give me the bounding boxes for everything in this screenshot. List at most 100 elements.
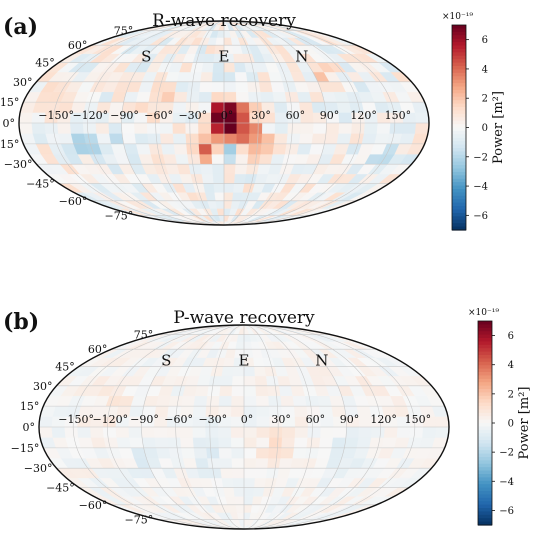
- colorbar-tick-label: 0: [508, 419, 514, 430]
- lon-tick-label: −150°: [58, 413, 94, 426]
- heatmap-cell: [245, 71, 260, 82]
- heatmap-cell: [134, 133, 149, 145]
- heatmap-cell: [207, 457, 221, 469]
- lon-tick-label: 150°: [385, 109, 412, 122]
- colorbar-tick-label: 6: [482, 35, 488, 46]
- panel-label: (b): [3, 309, 39, 335]
- heatmap-cell: [188, 164, 203, 175]
- heatmap-cell: [234, 496, 245, 505]
- colorbar-segment: [478, 463, 492, 468]
- heatmap-cell: [243, 468, 256, 479]
- colorbar-segment: [478, 460, 492, 465]
- heatmap-cell: [249, 122, 263, 134]
- lon-tick-label: −120°: [72, 109, 108, 122]
- colorbar-tick-label: 4: [482, 64, 488, 75]
- heatmap-cell: [243, 375, 256, 386]
- colorbar-segment: [452, 151, 466, 156]
- heatmap-cell: [287, 122, 302, 134]
- heatmap-cell: [260, 91, 275, 103]
- heatmap-cell: [205, 437, 220, 449]
- colorbar-segment: [478, 508, 492, 512]
- heatmap-cell: [232, 375, 245, 386]
- colorbar-segment: [478, 341, 492, 346]
- heatmap-cell: [231, 457, 245, 469]
- heatmap-cell: [232, 468, 245, 479]
- heatmap-cell: [256, 426, 270, 438]
- lon-tick-label: 120°: [370, 413, 397, 426]
- lon-tick-label: 90°: [340, 413, 360, 426]
- heatmap-cell: [193, 447, 208, 459]
- lat-tick-label: −75°: [105, 209, 134, 222]
- heatmap-cell: [434, 416, 449, 428]
- heatmap-cell: [235, 341, 245, 350]
- heatmap-cell: [200, 164, 214, 175]
- heatmap-cell: [211, 91, 225, 103]
- heatmap-cell: [212, 164, 225, 175]
- colorbar-segment: [478, 358, 492, 363]
- lat-tick-label: −15°: [0, 138, 19, 151]
- heatmap-cell: [414, 122, 429, 134]
- heatmap-cell: [174, 81, 190, 93]
- colorbar-segment: [478, 402, 492, 407]
- heatmap-cell: [109, 133, 124, 145]
- colorbar-segment: [452, 113, 466, 118]
- heatmap-cell: [135, 91, 152, 103]
- colorbar-segment: [452, 117, 466, 122]
- heatmap-cell: [198, 122, 212, 134]
- colorbar-segment: [452, 48, 466, 53]
- heatmap-cell: [121, 133, 137, 145]
- heatmap-cell: [358, 426, 373, 438]
- heatmap-cell: [39, 416, 54, 428]
- colorbar-segment: [452, 100, 466, 105]
- colorbar-segment: [452, 171, 466, 176]
- lat-tick-label: −75°: [125, 513, 154, 526]
- colorbar-tick-label: 2: [482, 94, 488, 105]
- colorbar-segment: [452, 148, 466, 153]
- heatmap-cell: [256, 416, 270, 428]
- heatmap-cell: [325, 122, 340, 134]
- heatmap-cell: [409, 426, 424, 438]
- heatmap-cell: [255, 447, 270, 459]
- colorbar-segment: [478, 518, 492, 523]
- colorbar-segment: [478, 436, 492, 441]
- heatmap-cell: [90, 426, 105, 438]
- heatmap-cell: [214, 192, 225, 201]
- colorbar-segment: [478, 514, 492, 519]
- heatmap-cell: [198, 143, 213, 155]
- colorbar-tick-label: −2: [473, 152, 488, 163]
- panel-label: (a): [3, 14, 38, 40]
- lon-tick-label: −60°: [164, 413, 193, 426]
- heatmap-cell: [223, 183, 235, 193]
- colorbar-segment: [478, 334, 492, 339]
- heatmap-cell: [243, 437, 257, 449]
- heatmap-cell: [278, 457, 294, 469]
- heatmap-cell: [243, 457, 257, 469]
- heatmap-cell: [103, 437, 119, 449]
- lon-tick-label: −90°: [130, 413, 159, 426]
- colorbar-segment: [452, 59, 466, 64]
- heatmap-cell: [260, 143, 275, 155]
- heatmap-cell: [212, 173, 225, 184]
- heatmap-cell: [254, 477, 267, 488]
- colorbar-segment: [452, 120, 466, 125]
- heatmap-cell: [70, 133, 87, 145]
- colorbar-segment: [452, 195, 466, 200]
- heatmap-cell: [116, 437, 132, 449]
- colorbar-segment: [478, 368, 492, 373]
- heatmap-cell: [196, 375, 211, 386]
- heatmap-cell: [307, 426, 322, 438]
- colorbar-segment: [478, 440, 492, 444]
- heatmap-cell: [218, 395, 233, 407]
- heatmap-cell: [223, 357, 235, 367]
- heatmap-cell: [304, 447, 320, 459]
- colorbar: −6 −4 −2 0 2 4 6 ×10⁻¹⁹ Power [m²]: [468, 308, 532, 526]
- heatmap-cell: [196, 468, 211, 479]
- heatmap-cell: [254, 366, 267, 377]
- heatmap-cell: [185, 122, 199, 134]
- colorbar-segment: [452, 25, 466, 30]
- heatmap-cell: [231, 385, 245, 397]
- heatmap-cell: [293, 437, 308, 449]
- heatmap-cell: [211, 143, 225, 155]
- direction-label: E: [219, 48, 230, 66]
